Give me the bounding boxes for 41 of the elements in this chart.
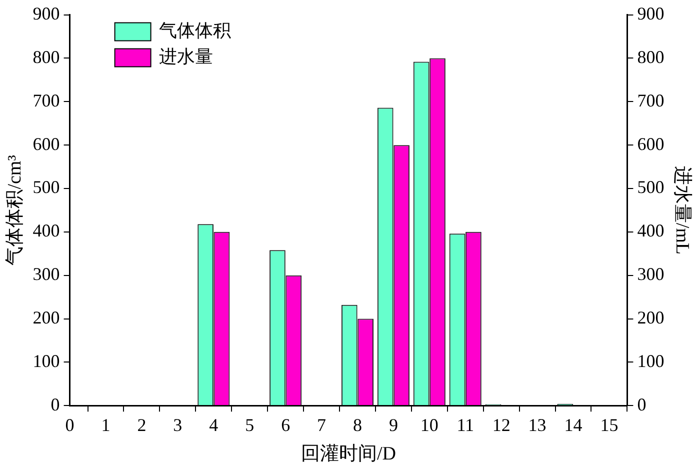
x-tick-label: 5 [245,415,254,436]
x-tick-label: 7 [317,415,326,436]
x-tick-label: 11 [456,415,474,436]
legend-label: 进水量 [158,46,213,67]
y2-tick-label: 800 [637,46,664,67]
y-tick-label: 500 [32,177,60,198]
y-tick-label: 0 [50,394,60,414]
y2-tick-label: 100 [637,350,664,371]
y-tick-label: 900 [32,4,60,24]
x-tick-label: 9 [388,415,398,436]
y-tick-label: 200 [32,307,60,328]
y2-tick-label: 0 [637,394,646,414]
y-tick-label: 700 [32,90,60,110]
y2-tick-label: 500 [637,177,664,198]
y2-tick-label: 600 [637,134,664,154]
x-tick-label: 10 [420,415,438,436]
x-axis-title: 回灌时间/D [301,444,396,465]
x-tick-label: 13 [528,415,546,436]
x-tick-label: 4 [209,415,218,436]
y2-tick-label: 700 [637,90,664,110]
x-tick-label: 2 [137,415,146,436]
y2-tick-label: 300 [637,264,664,284]
x-tick-label: 3 [173,415,182,436]
x-tick-label: 14 [564,415,582,436]
y-tick-label: 800 [32,46,60,67]
y2-tick-label: 400 [637,220,664,241]
y-tick-label: 600 [32,134,60,154]
y-tick-label: 100 [32,350,60,371]
y-axis-title: 气体体积/cm³ [4,154,26,266]
y-tick-label: 300 [32,264,60,284]
x-tick-label: 0 [65,415,74,436]
x-tick-label: 12 [492,415,510,436]
legend-label: 气体体积 [158,20,231,41]
x-tick-label: 6 [281,415,290,436]
y2-axis-title: 进水量/mL [672,166,693,255]
x-tick-label: 1 [101,415,110,436]
y2-tick-label: 900 [637,4,664,24]
y-tick-label: 400 [32,220,60,241]
x-tick-label: 8 [352,415,362,436]
x-tick-label: 15 [600,415,618,436]
y2-tick-label: 200 [637,307,664,328]
